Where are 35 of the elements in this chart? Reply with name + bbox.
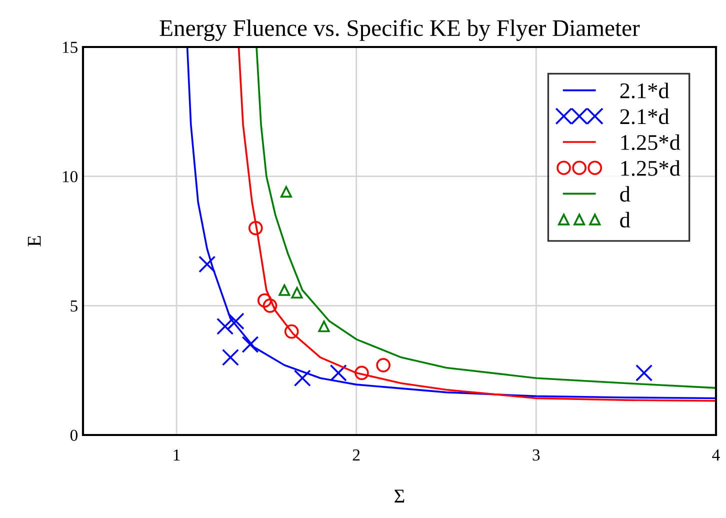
point bbox=[242, 336, 259, 354]
point bbox=[280, 186, 292, 198]
point bbox=[318, 320, 330, 332]
point bbox=[222, 348, 240, 366]
x-tick-label: 1 bbox=[174, 449, 180, 460]
point bbox=[284, 324, 299, 339]
legend-label: 1.25*d bbox=[621, 160, 680, 176]
legend-label: 2.1*d bbox=[620, 108, 670, 124]
legend-label: d bbox=[620, 212, 630, 228]
legend-label: 2.1*d bbox=[620, 82, 670, 98]
y-tick-label: 5 bbox=[70, 300, 78, 312]
chart-title: Energy Fluence vs. Specific KE by Flyer Diameter bbox=[160, 19, 640, 41]
y-axis-title: E bbox=[28, 236, 41, 246]
legend-label: 1.25*d bbox=[621, 134, 680, 150]
legend-label: d bbox=[620, 186, 630, 202]
x-axis-title: Σ bbox=[394, 490, 404, 502]
point bbox=[354, 366, 369, 380]
point bbox=[198, 256, 216, 273]
y-tick-label: 0 bbox=[70, 430, 78, 441]
point bbox=[257, 293, 272, 308]
point bbox=[294, 370, 311, 387]
x-tick-label: 2 bbox=[352, 449, 360, 460]
x-tick-label: 4 bbox=[712, 449, 720, 460]
point bbox=[376, 358, 390, 372]
y-tick-label: 15 bbox=[62, 42, 78, 53]
y-tick-label: 10 bbox=[62, 171, 78, 182]
x-tick-label: 3 bbox=[532, 449, 540, 461]
point bbox=[248, 220, 263, 236]
point bbox=[216, 318, 234, 335]
point bbox=[330, 364, 347, 382]
point bbox=[278, 284, 290, 296]
point bbox=[262, 298, 278, 313]
point bbox=[636, 364, 653, 382]
point bbox=[227, 312, 244, 330]
point bbox=[291, 286, 303, 298]
